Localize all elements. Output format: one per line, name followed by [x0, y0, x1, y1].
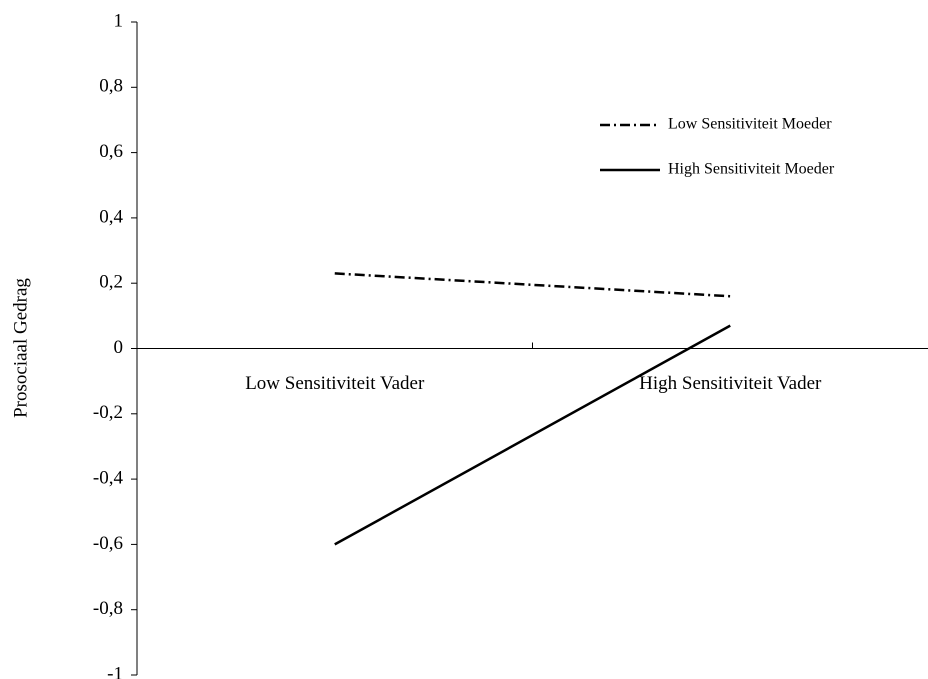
- y-tick-label: -0,4: [93, 467, 124, 488]
- y-tick-label: -0,6: [93, 533, 123, 554]
- y-tick-label: 0: [114, 337, 124, 358]
- y-tick-label: 0,2: [99, 272, 123, 293]
- y-axis-label: Prosociaal Gedrag: [10, 278, 31, 418]
- y-tick-label: 0,8: [99, 76, 123, 97]
- x-tick-label: Low Sensitiviteit Vader: [245, 373, 425, 394]
- series-line: [334, 324, 731, 546]
- y-tick-label: -0,2: [93, 402, 123, 423]
- y-tick-label: 0,4: [99, 206, 123, 227]
- series-line: [334, 272, 731, 298]
- y-tick-label: 0,6: [99, 141, 123, 162]
- y-tick-label: -0,8: [93, 598, 123, 619]
- legend-label: High Sensitiviteit Moeder: [668, 161, 835, 178]
- y-tick-label: -1: [107, 663, 123, 679]
- y-tick-label: 1: [114, 10, 124, 31]
- x-tick-label: High Sensitiviteit Vader: [639, 373, 822, 394]
- legend-label: Low Sensitiviteit Moeder: [668, 116, 832, 133]
